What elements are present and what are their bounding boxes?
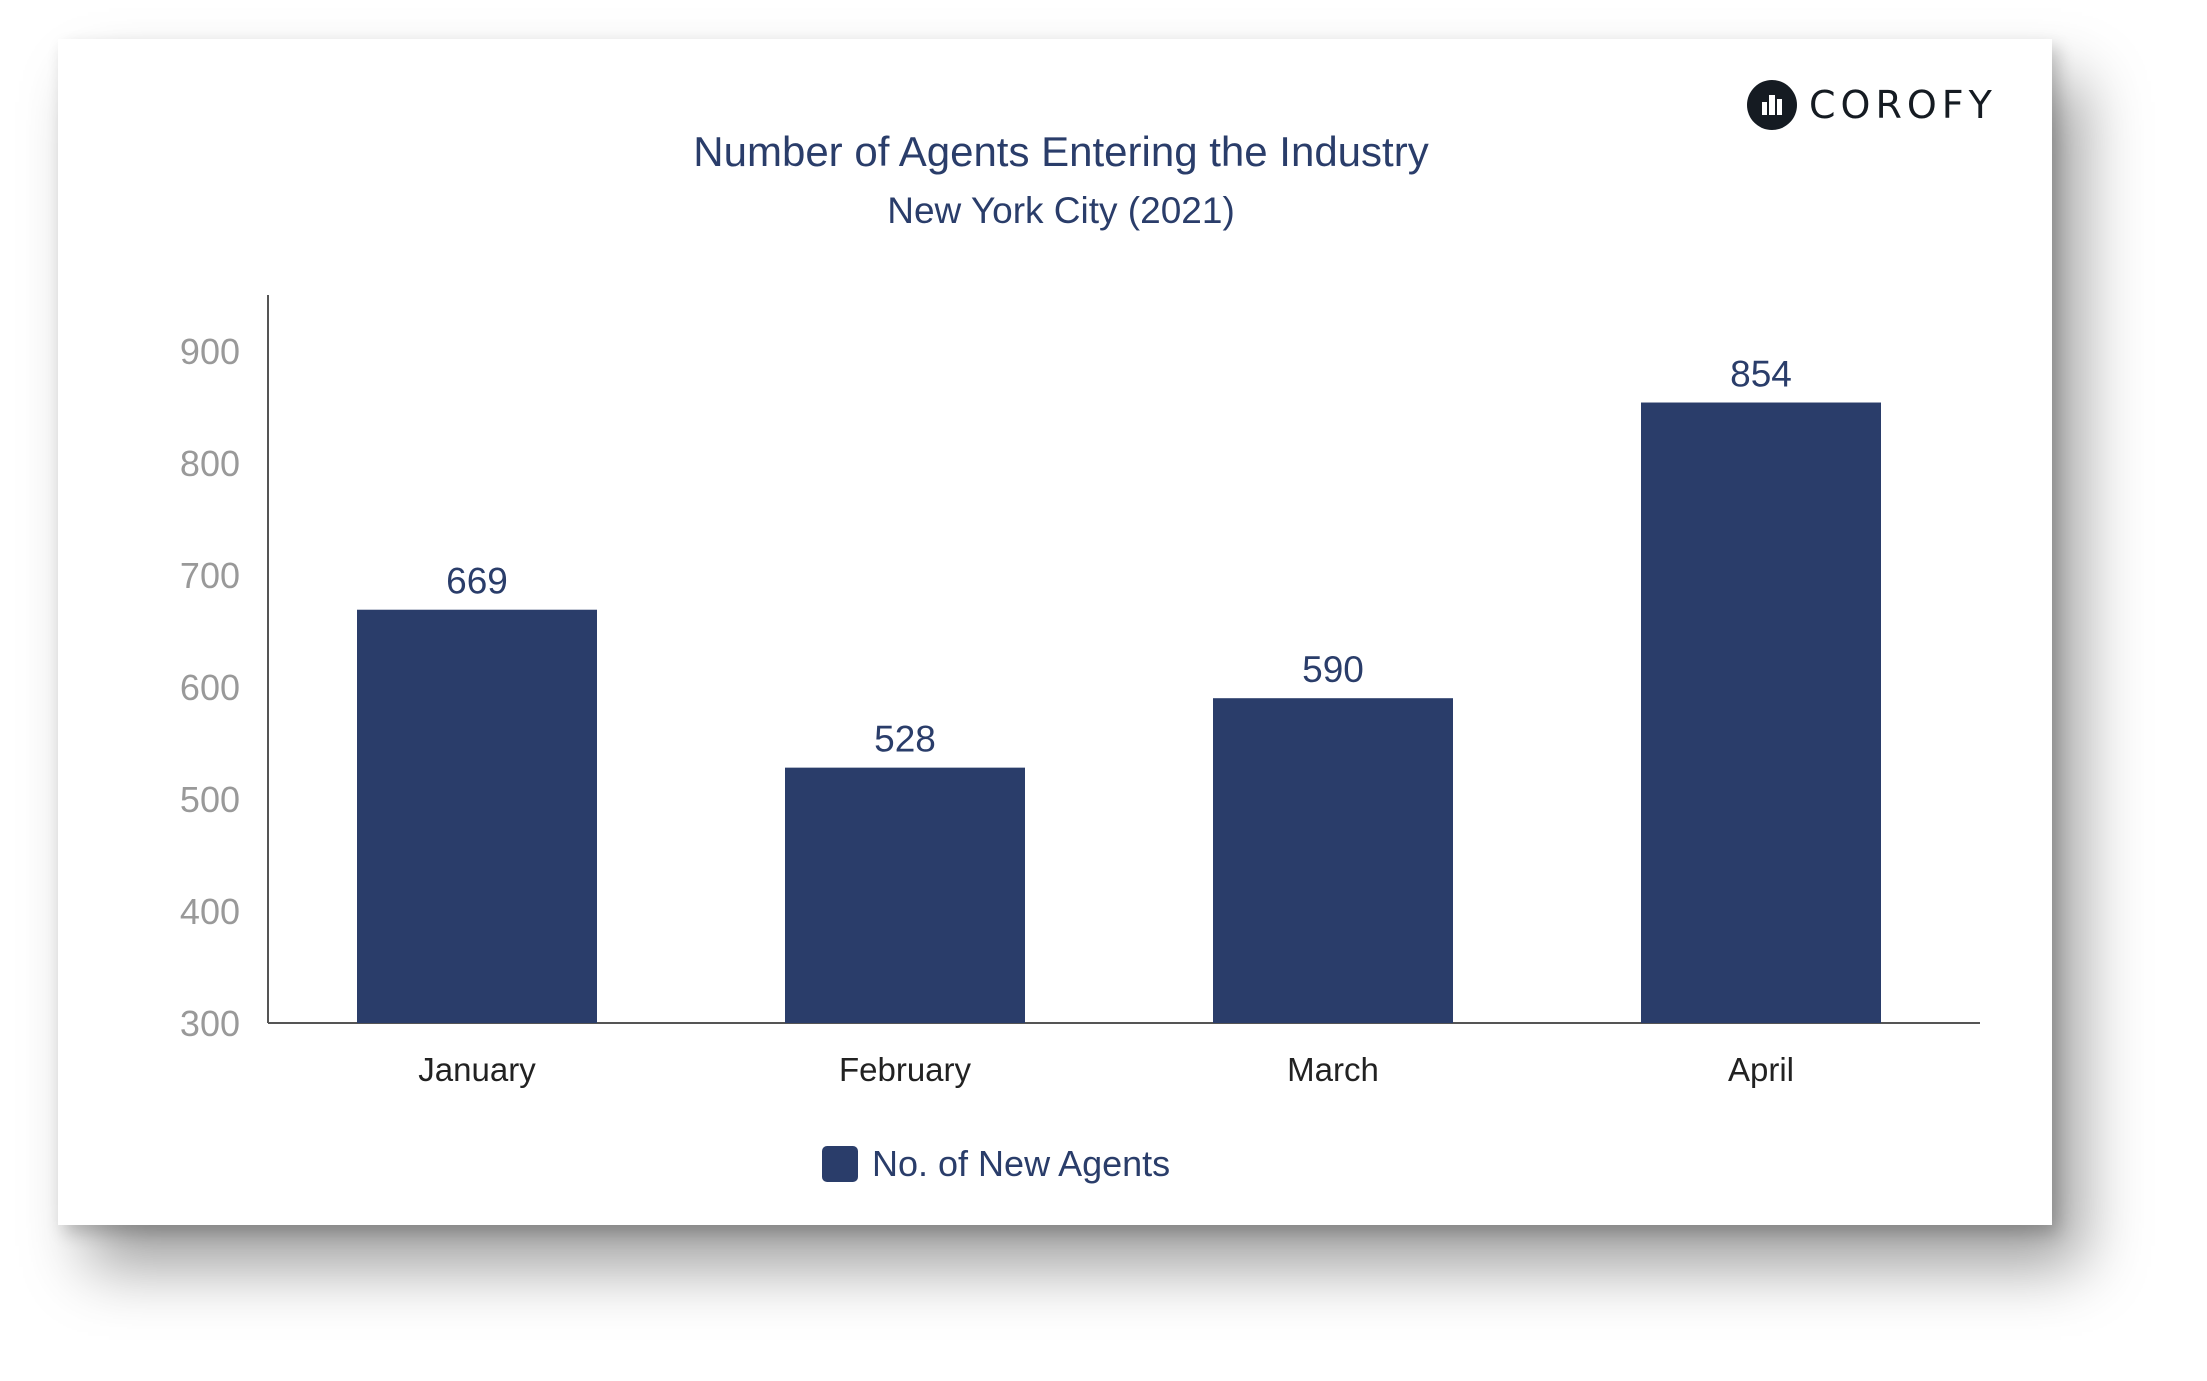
- bar: [1641, 402, 1881, 1023]
- bar: [357, 609, 597, 1023]
- y-tick-label: 500: [180, 779, 240, 820]
- brand-logo: COROFY: [1747, 80, 1997, 130]
- x-tick-label: April: [1728, 1051, 1794, 1088]
- brand-name: COROFY: [1809, 83, 1997, 127]
- data-label: 669: [446, 561, 508, 602]
- y-tick-label: 700: [180, 555, 240, 596]
- y-tick-label: 600: [180, 667, 240, 708]
- chart-title: Number of Agents Entering the Industry: [693, 128, 1429, 175]
- x-tick-label: March: [1287, 1051, 1379, 1088]
- bar: [1213, 698, 1453, 1023]
- y-tick-label: 300: [180, 1003, 240, 1044]
- x-tick-label: January: [418, 1051, 536, 1088]
- legend-swatch: [822, 1146, 858, 1182]
- legend: No. of New Agents: [822, 1143, 1170, 1185]
- bar: [785, 767, 1025, 1023]
- y-tick-label: 400: [180, 891, 240, 932]
- data-label: 854: [1730, 354, 1792, 395]
- x-tick-label: February: [839, 1051, 972, 1088]
- legend-label: No. of New Agents: [872, 1143, 1171, 1184]
- y-tick-label: 900: [180, 331, 240, 372]
- corofy-logo-icon: [1747, 80, 1797, 130]
- chart-subtitle: New York City (2021): [887, 190, 1235, 231]
- data-label: 590: [1302, 649, 1364, 690]
- data-label: 528: [874, 719, 936, 760]
- y-tick-label: 800: [180, 443, 240, 484]
